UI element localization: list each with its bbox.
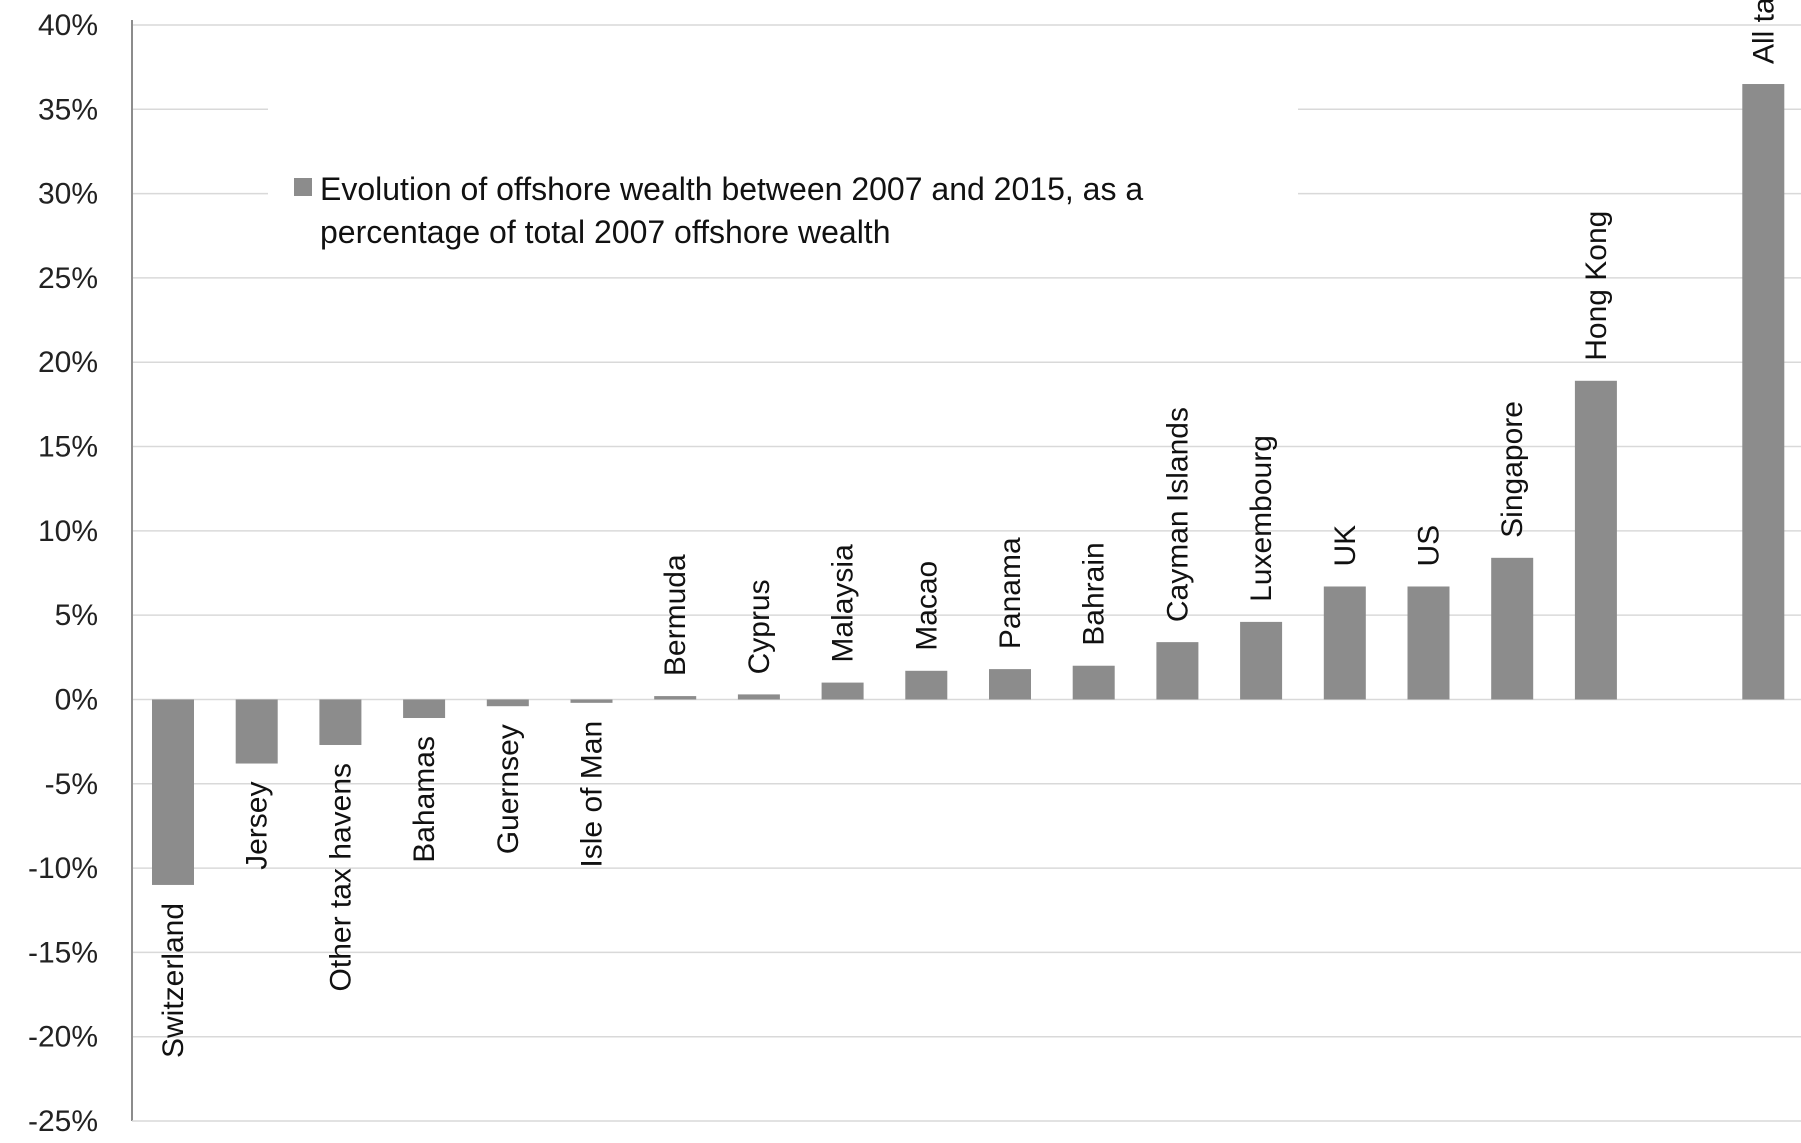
bar (1323, 586, 1366, 700)
bar (235, 699, 278, 764)
legend: Evolution of offshore wealth between 200… (268, 86, 1298, 272)
category-label: Hong Kong (1580, 211, 1613, 361)
y-tick-label: 40% (38, 9, 98, 42)
bar (570, 699, 613, 703)
bar (821, 682, 864, 700)
category-label: Bahamas (408, 736, 441, 863)
category-label: Bahrain (1078, 542, 1111, 645)
y-tick-label: 30% (38, 178, 98, 211)
category-label: UK (1329, 525, 1362, 567)
bar (1491, 557, 1534, 700)
y-tick-label: 15% (38, 431, 98, 464)
bar (1072, 665, 1115, 700)
legend-background (268, 86, 1298, 272)
category-label: Malaysia (827, 544, 860, 663)
category-label: All tax havens (1747, 0, 1780, 64)
y-tick-label: 10% (38, 515, 98, 548)
category-label: Cayman Islands (1161, 407, 1194, 622)
bar (1240, 621, 1283, 700)
y-tick-label: -5% (45, 768, 98, 801)
bar (989, 669, 1031, 700)
bar (905, 670, 948, 700)
y-axis (131, 20, 1801, 1122)
category-label: Panama (994, 537, 1027, 649)
category-label: Bermuda (659, 554, 692, 676)
y-tick-label: 5% (55, 599, 98, 632)
y-tick-label: 35% (38, 93, 98, 126)
category-label: Switzerland (157, 903, 190, 1058)
bar (486, 699, 529, 707)
y-tick-label: -15% (28, 936, 98, 969)
category-label: Other tax havens (324, 763, 357, 991)
bar (1407, 586, 1450, 700)
category-labels: Switzerland Jersey Other tax havens Bahamas… (157, 0, 1780, 1058)
y-tick-labels: 40% 35% 30% 25% 20% 15% 10% 5% 0% -5% -10% -15% -20%… (28, 9, 98, 1138)
category-label: US (1413, 525, 1446, 567)
bars (152, 84, 1785, 885)
category-label: Guernsey (492, 724, 525, 854)
bar (1574, 380, 1617, 700)
category-label: Macao (910, 561, 943, 651)
bar (403, 699, 446, 719)
category-label: Singapore (1496, 401, 1529, 538)
y-tick-label: 25% (38, 262, 98, 295)
legend-label-line-2: percentage of total 2007 offshore wealth (320, 214, 890, 250)
y-tick-label: -25% (28, 1105, 98, 1138)
y-tick-label: 20% (38, 346, 98, 379)
category-label: Cyprus (743, 579, 776, 674)
category-label: Luxembourg (1245, 435, 1278, 602)
bar (737, 694, 780, 700)
y-tick-label: -20% (28, 1021, 98, 1054)
bar (1742, 84, 1785, 700)
bar (319, 699, 362, 745)
bar (152, 699, 194, 885)
category-label: Jersey (241, 782, 274, 870)
bar (654, 696, 697, 700)
legend-swatch (294, 178, 312, 196)
y-tick-label: -10% (28, 852, 98, 885)
y-tick-label: 0% (55, 683, 98, 716)
category-label: Isle of Man (576, 721, 609, 868)
bar (1156, 642, 1199, 700)
legend-label-line-1: Evolution of offshore wealth between 200… (320, 171, 1143, 207)
